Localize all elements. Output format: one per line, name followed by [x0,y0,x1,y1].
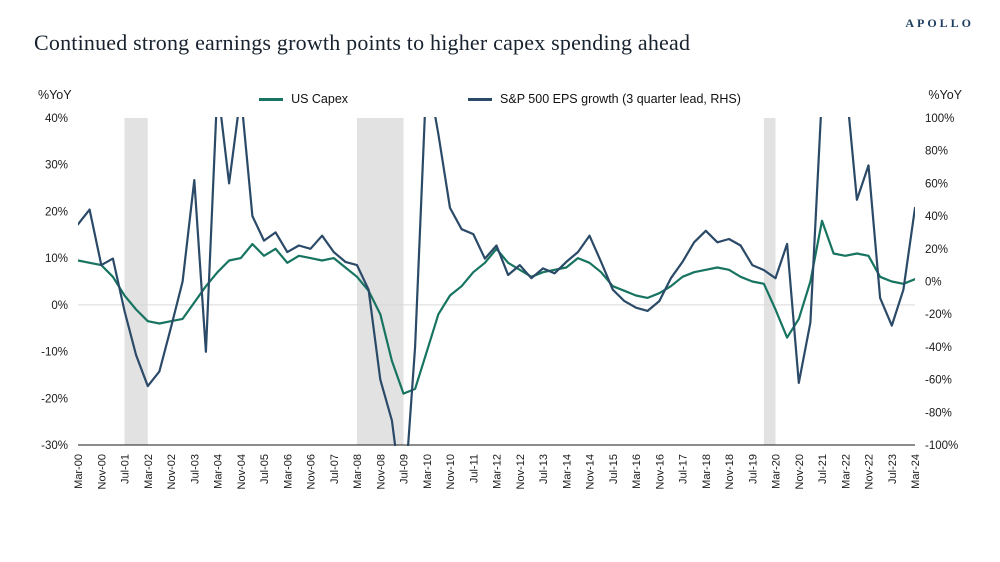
svg-text:Jul-15: Jul-15 [608,454,620,484]
svg-text:30%: 30% [45,160,68,172]
svg-text:Jul-17: Jul-17 [678,454,690,484]
svg-text:Nov-10: Nov-10 [445,454,457,489]
svg-text:Mar-14: Mar-14 [561,454,573,489]
svg-text:Jul-09: Jul-09 [399,454,411,484]
chart-title: Continued strong earnings growth points … [34,30,691,55]
svg-text:Nov-16: Nov-16 [654,454,666,489]
recession-band [763,118,776,445]
eps-growth-legend-label: S&P 500 EPS growth (3 quarter lead, RHS) [500,92,741,106]
recession-band [124,118,148,445]
svg-text:Mar-12: Mar-12 [492,454,504,489]
svg-text:Nov-20: Nov-20 [794,454,806,489]
svg-text:-40%: -40% [925,342,952,354]
left-axis-unit-label: %YoY [38,88,72,102]
svg-text:Jul-13: Jul-13 [538,454,550,484]
svg-text:Jul-19: Jul-19 [747,454,759,484]
svg-text:Jul-11: Jul-11 [468,454,480,483]
svg-text:Nov-08: Nov-08 [375,454,387,489]
svg-text:Nov-18: Nov-18 [724,454,736,489]
svg-text:Mar-10: Mar-10 [422,454,434,489]
svg-text:Jul-21: Jul-21 [817,454,829,484]
svg-text:Mar-00: Mar-00 [73,454,85,489]
svg-text:Jul-23: Jul-23 [887,454,899,484]
svg-text:20%: 20% [925,244,948,256]
us-capex-line [78,219,915,395]
apollo-logo: APOLLO [905,16,974,30]
svg-text:Nov-04: Nov-04 [236,454,248,489]
svg-text:Nov-12: Nov-12 [515,454,527,489]
left-axis-ticks: 40% 30% 20% 10% 0% -10% -20% -30% [41,113,68,452]
svg-text:Mar-22: Mar-22 [840,454,852,489]
svg-text:Mar-02: Mar-02 [143,454,155,489]
svg-text:Jul-07: Jul-07 [329,454,341,484]
svg-text:Jul-01: Jul-01 [120,454,132,484]
svg-text:0%: 0% [925,277,942,289]
svg-text:Nov-00: Nov-00 [96,454,108,489]
svg-text:Jul-05: Jul-05 [259,454,271,484]
svg-text:80%: 80% [925,146,948,158]
recession-bands [124,118,776,445]
eps-growth-line [78,117,915,446]
chart-legend: US Capex S&P 500 EPS growth (3 quarter l… [0,92,1000,106]
svg-text:Nov-02: Nov-02 [166,454,178,489]
svg-text:Nov-06: Nov-06 [306,454,318,489]
svg-text:40%: 40% [45,113,68,125]
right-axis-unit-label: %YoY [928,88,962,102]
svg-text:100%: 100% [925,113,954,125]
svg-text:10%: 10% [45,253,68,265]
svg-text:-30%: -30% [41,440,68,452]
legend-item-eps-growth: S&P 500 EPS growth (3 quarter lead, RHS) [468,92,741,106]
svg-text:-80%: -80% [925,407,952,419]
svg-text:-20%: -20% [925,309,952,321]
svg-text:40%: 40% [925,211,948,223]
svg-text:Mar-20: Mar-20 [771,454,783,489]
svg-text:20%: 20% [45,206,68,218]
svg-text:60%: 60% [925,178,948,190]
eps-growth-legend-line [468,97,493,101]
x-axis-labels: Mar-00 Nov-00 Jul-01 Mar-02 Nov-02 Jul-03 Mar-… [73,454,922,489]
right-axis-ticks: 100% 80% 60% 40% 20% 0% -20% -40% -60% -80% -100% [925,113,958,452]
svg-text:Mar-08: Mar-08 [352,454,364,489]
svg-text:Jul-03: Jul-03 [189,454,201,484]
svg-text:-20%: -20% [41,393,68,405]
svg-text:Mar-04: Mar-04 [213,454,225,489]
svg-text:Nov-14: Nov-14 [585,454,597,489]
svg-text:Mar-06: Mar-06 [282,454,294,489]
us-capex-legend-line [259,97,284,101]
svg-text:Mar-24: Mar-24 [910,454,922,489]
svg-text:-10%: -10% [41,347,68,359]
svg-text:-100%: -100% [925,440,958,452]
legend-item-us-capex: US Capex [259,92,348,106]
us-capex-legend-label: US Capex [291,92,349,106]
svg-text:0%: 0% [51,300,68,312]
svg-text:Mar-18: Mar-18 [701,454,713,489]
svg-text:Mar-16: Mar-16 [631,454,643,489]
svg-text:Nov-22: Nov-22 [864,454,876,489]
svg-text:-60%: -60% [925,375,952,387]
